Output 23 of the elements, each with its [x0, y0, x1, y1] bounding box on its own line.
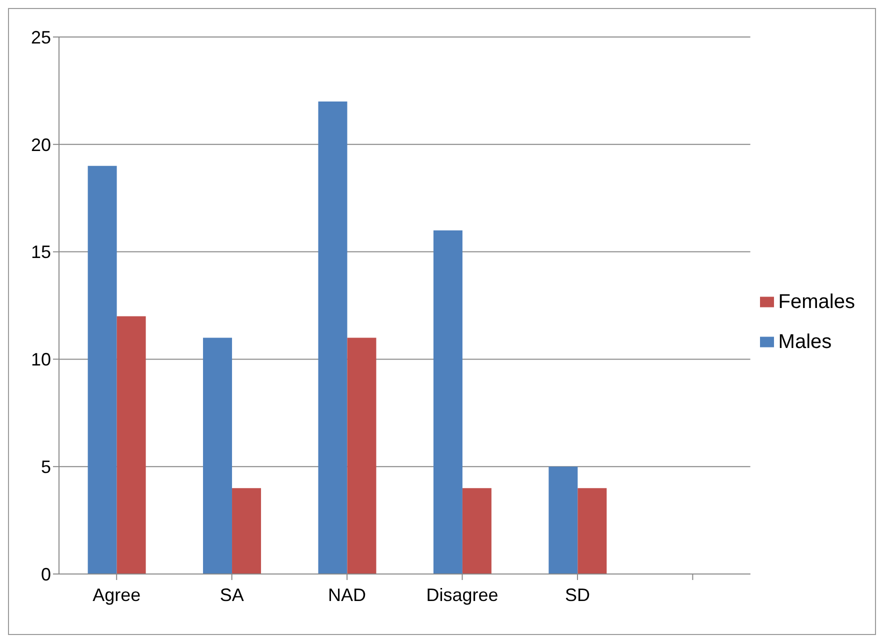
bar [548, 466, 578, 574]
y-tick-label: 10 [30, 350, 51, 370]
bar [232, 488, 262, 574]
y-tick-label: 20 [30, 134, 51, 155]
bar [578, 488, 607, 574]
bar [116, 316, 146, 574]
bar [462, 488, 492, 574]
y-tick-label: 25 [30, 27, 51, 48]
bar [433, 230, 462, 574]
legend-label: Females [778, 290, 855, 312]
legend-label: Males [778, 330, 832, 352]
x-tick-label: SA [220, 584, 244, 605]
bar [347, 338, 376, 574]
x-tick-label: NAD [328, 584, 366, 605]
bar [88, 166, 117, 574]
x-tick-label: SD [564, 584, 590, 605]
bar [318, 101, 348, 574]
bar [203, 338, 232, 574]
y-tick-label: 5 [40, 456, 51, 477]
x-tick-label: Disagree [426, 584, 498, 605]
y-tick-label: 15 [30, 242, 51, 262]
x-tick-label: Agree [92, 584, 141, 605]
y-tick-label: 0 [40, 564, 51, 584]
